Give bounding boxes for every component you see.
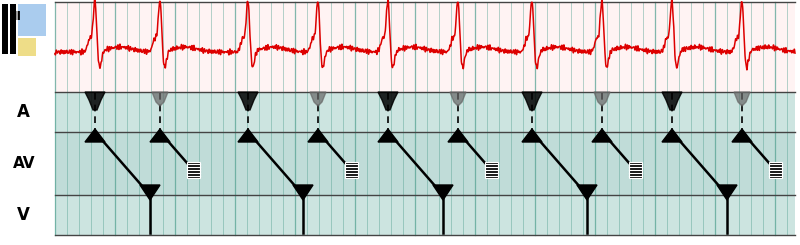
- Polygon shape: [378, 92, 398, 110]
- Bar: [10, 4, 16, 54]
- Polygon shape: [238, 129, 258, 142]
- Bar: [18, 38, 36, 56]
- Bar: [186, 162, 199, 178]
- Polygon shape: [662, 92, 682, 110]
- Text: II: II: [13, 10, 22, 23]
- Bar: [55, 132, 795, 195]
- Bar: [485, 162, 498, 178]
- Polygon shape: [308, 129, 328, 142]
- Polygon shape: [522, 129, 542, 142]
- Polygon shape: [152, 92, 168, 106]
- Polygon shape: [522, 92, 542, 110]
- Polygon shape: [140, 185, 160, 200]
- Bar: [345, 162, 358, 178]
- Bar: [629, 162, 642, 178]
- Bar: [55, 92, 795, 132]
- Polygon shape: [734, 92, 750, 106]
- Polygon shape: [238, 92, 258, 110]
- Polygon shape: [85, 129, 105, 142]
- Polygon shape: [448, 129, 468, 142]
- Polygon shape: [310, 92, 326, 106]
- Bar: [2, 4, 8, 54]
- Text: A: A: [17, 103, 30, 121]
- Bar: [769, 162, 782, 178]
- Text: V: V: [17, 206, 30, 224]
- Polygon shape: [378, 129, 398, 142]
- Polygon shape: [592, 129, 612, 142]
- Polygon shape: [85, 92, 105, 110]
- Text: AV: AV: [13, 156, 35, 171]
- Polygon shape: [662, 129, 682, 142]
- Bar: [0, 2, 800, 92]
- Polygon shape: [732, 129, 752, 142]
- Polygon shape: [717, 185, 737, 200]
- Polygon shape: [577, 185, 597, 200]
- Polygon shape: [150, 129, 170, 142]
- Polygon shape: [450, 92, 466, 106]
- Polygon shape: [433, 185, 453, 200]
- Bar: [55, 195, 795, 235]
- Bar: [18, 4, 46, 36]
- Polygon shape: [293, 185, 313, 200]
- Bar: [55, 2, 795, 92]
- Polygon shape: [594, 92, 610, 106]
